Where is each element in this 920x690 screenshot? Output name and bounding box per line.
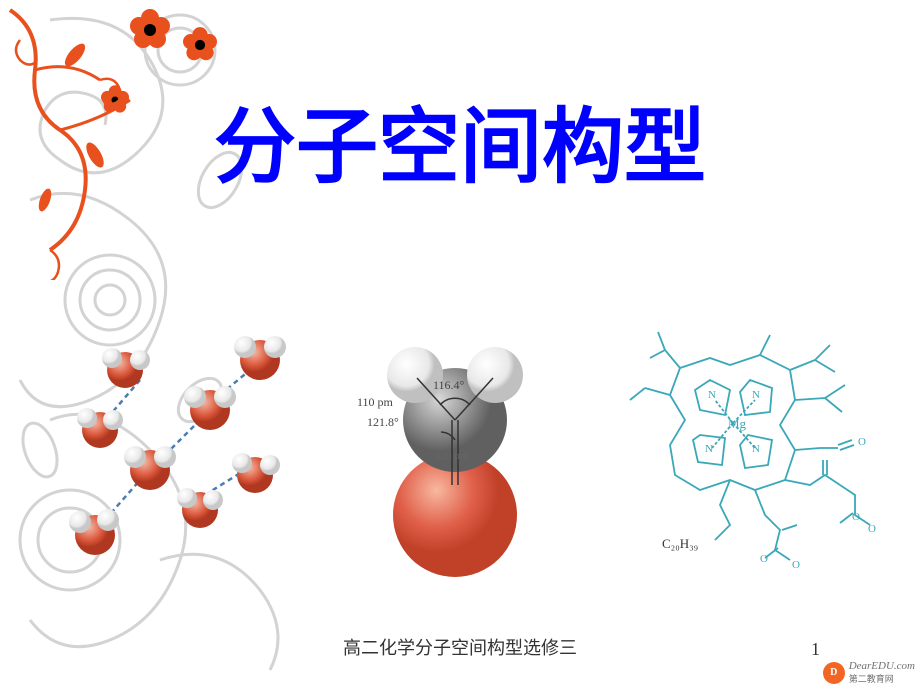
svg-text:O: O [852,511,860,523]
svg-text:N: N [705,443,713,455]
bond-label-2: 120 pm [435,450,468,462]
svg-text:O: O [760,553,768,565]
diagram-molecular-chain [50,320,310,580]
watermark-subtitle: 第二教育网 [849,674,894,684]
svg-text:O: O [792,559,800,571]
watermark-site: DearEDU.com [849,660,915,672]
mg-label: Mg [728,416,747,431]
svg-text:N: N [708,389,716,401]
angle-label-1: 116.4° [433,378,464,393]
angle-label-2: 121.8° [367,415,399,430]
svg-text:O: O [858,436,866,448]
watermark-logo-icon: D [823,662,845,684]
diagram-chlorophyll: Mg N N N N O O O O O C₂₀H₃₉ [600,320,890,580]
footer-caption: 高二化学分子空间构型选修三 [0,634,920,660]
watermark: D DearEDU.com 第二教育网 [823,660,915,685]
svg-text:O: O [868,523,876,535]
diagram-row: 116.4° 110 pm 121.8° 120 pm [50,320,890,580]
phytyl-label: C₂₀H₃₉ [662,536,698,551]
page-number: 1 [811,639,820,660]
bond-label-1: 110 pm [357,395,393,410]
slide-title: 分子空间构型 [0,80,920,199]
svg-text:N: N [752,389,760,401]
diagram-formaldehyde: 116.4° 110 pm 121.8° 120 pm [345,320,565,580]
svg-text:N: N [752,443,760,455]
